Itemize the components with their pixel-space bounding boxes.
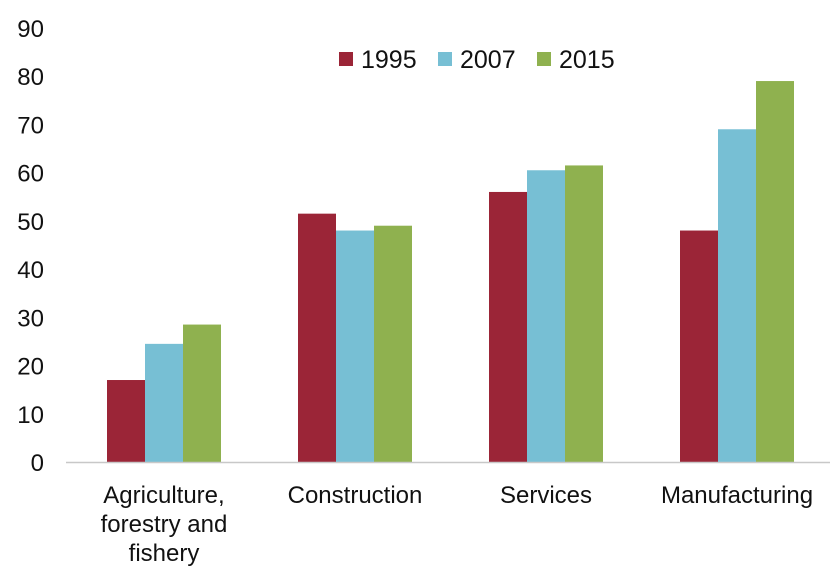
y-tick-label: 70	[17, 112, 44, 139]
bar-2015-0	[183, 324, 221, 462]
bar-2015-1	[374, 225, 412, 462]
bar-2015-2	[565, 165, 603, 462]
y-tick-label: 30	[17, 305, 44, 332]
bar-1995-1	[298, 213, 336, 462]
y-tick-label: 20	[17, 354, 44, 381]
y-tick-label: 60	[17, 161, 44, 188]
bar-2007-2	[527, 170, 565, 462]
x-axis-category-labels: Agriculture, forestry and fishery Construct…	[101, 482, 813, 567]
y-tick-label: 40	[17, 257, 44, 284]
legend-swatch-2007	[438, 52, 452, 66]
category-label: Agriculture, forestry and fishery	[101, 482, 228, 567]
y-tick-label: 80	[17, 64, 44, 91]
bar-1995-3	[680, 230, 718, 462]
y-tick-label: 0	[31, 450, 44, 477]
category-label-line: Agriculture,	[103, 482, 224, 509]
bar-2007-0	[145, 343, 183, 462]
y-tick-label: 10	[17, 402, 44, 429]
category-label-line: forestry and	[101, 511, 228, 538]
bar-2007-1	[336, 230, 374, 462]
bar-2007-3	[718, 129, 756, 462]
legend-label: 2007	[460, 46, 516, 74]
legend-label: 1995	[361, 46, 417, 74]
category-label-line: Manufacturing	[661, 482, 813, 509]
bars-group	[107, 81, 794, 463]
y-tick-label: 90	[17, 16, 44, 43]
y-tick-label: 50	[17, 209, 44, 236]
legend: 1995 2007 2015	[339, 46, 615, 74]
bar-2015-3	[756, 81, 794, 463]
legend-swatch-1995	[339, 52, 353, 66]
bar-1995-2	[489, 191, 527, 462]
category-label-line: Construction	[288, 482, 423, 509]
category-label: Services	[500, 482, 592, 509]
legend-swatch-2015	[537, 52, 551, 66]
category-label-line: Services	[500, 482, 592, 509]
category-label: Manufacturing	[661, 482, 813, 509]
category-label-line: fishery	[129, 540, 200, 567]
category-label: Construction	[288, 482, 423, 509]
bar-1995-0	[107, 380, 145, 462]
y-axis-tick-labels: 0 10 20 30 40 50 60 70 80 90	[17, 16, 44, 477]
legend-label: 2015	[559, 46, 615, 74]
